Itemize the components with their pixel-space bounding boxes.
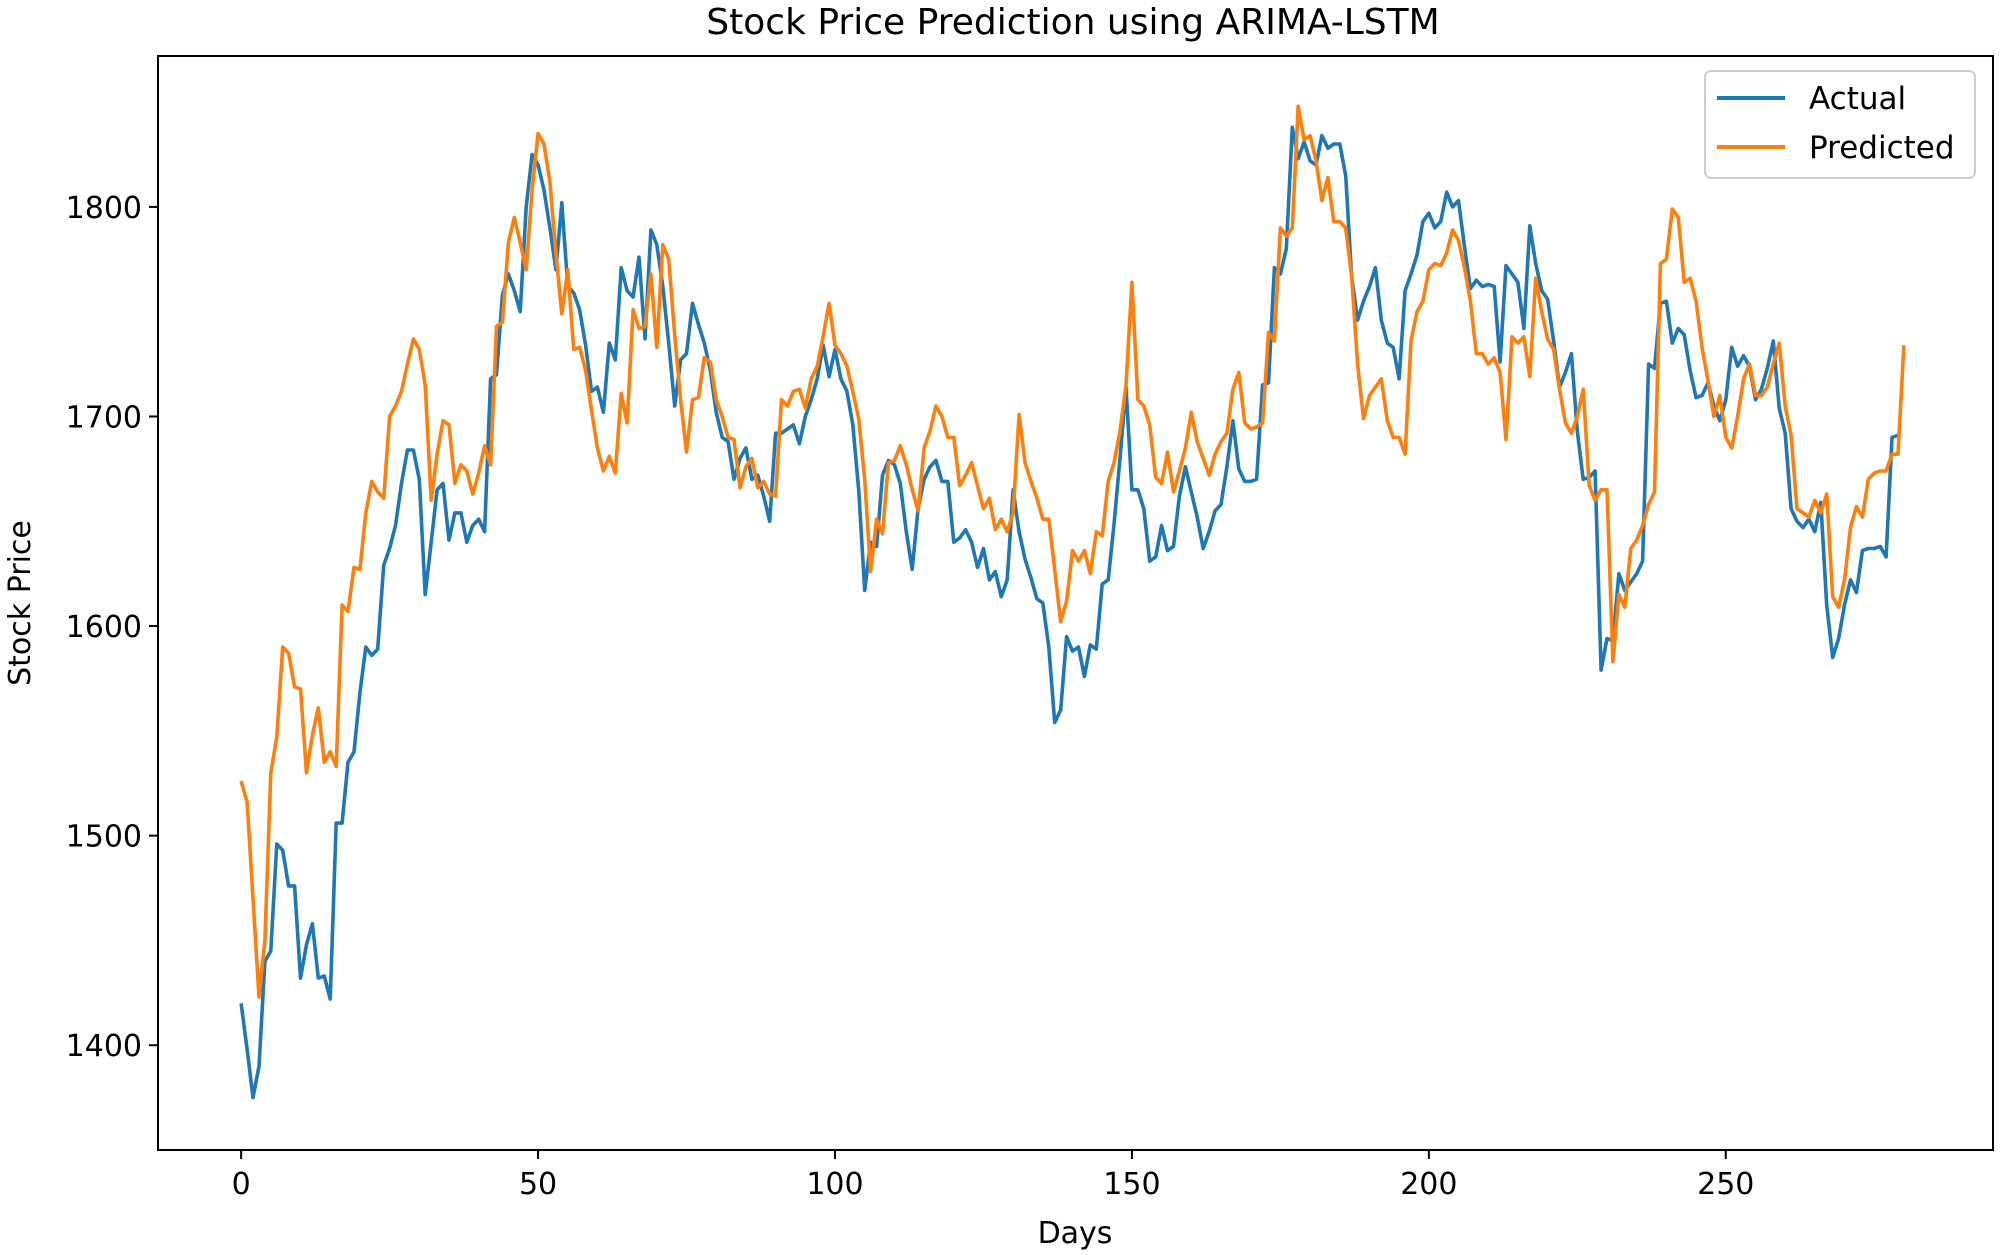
x-tick-label: 0 [232, 1167, 251, 1202]
legend-label-predicted: Predicted [1809, 130, 1955, 166]
chart-title: Stock Price Prediction using ARIMA-LSTM [706, 2, 1439, 43]
y-tick-label: 1800 [66, 191, 142, 226]
y-tick-label: 1600 [66, 610, 142, 645]
x-tick-label: 250 [1697, 1167, 1754, 1202]
series-line-actual [239, 125, 1899, 1100]
x-axis-label: Days [1038, 1216, 1113, 1251]
y-tick-label: 1400 [66, 1029, 142, 1064]
x-tick-label: 200 [1400, 1167, 1457, 1202]
y-axis-ticks: 1400 1500 1600 1700 1800 [66, 191, 158, 1064]
x-tick-label: 50 [519, 1167, 557, 1202]
y-tick-label: 1500 [66, 820, 142, 855]
series-layer [239, 104, 1906, 1100]
x-axis-ticks: 0 50 100 150 200 250 [232, 1150, 1754, 1202]
legend-label-actual: Actual [1809, 81, 1906, 117]
plot-frame [157, 55, 1994, 1151]
legend: Actual Predicted [1704, 70, 1976, 179]
x-tick-label: 100 [806, 1167, 863, 1202]
x-tick-label: 150 [1103, 1167, 1160, 1202]
y-axis-label: Stock Price [3, 520, 38, 686]
y-tick-label: 1700 [66, 400, 142, 435]
series-line-predicted [239, 104, 1906, 999]
